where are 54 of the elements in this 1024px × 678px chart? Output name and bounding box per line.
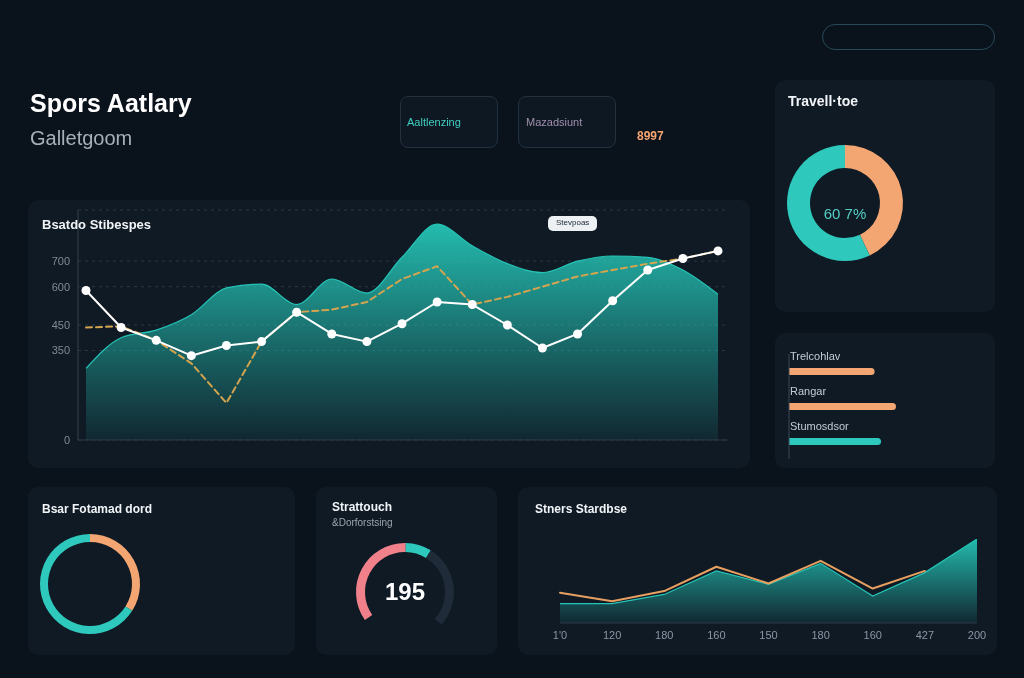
point (537, 343, 547, 353)
x-tick-label: 427 (915, 628, 935, 641)
point (292, 307, 302, 317)
x-tick-label: 180 (655, 628, 674, 641)
donut-slice (90, 534, 140, 611)
point (221, 340, 231, 350)
point (151, 335, 161, 345)
x-tick-label: 1'0 (552, 628, 568, 641)
text: 8997 (637, 129, 664, 144)
x-tick-label: 160 (707, 628, 726, 641)
y-tick-label: Stumosdsor (790, 419, 850, 432)
point (432, 297, 442, 307)
text: Spors Aatlary (30, 89, 192, 118)
y-tick-label: Trelcohlav (790, 349, 841, 362)
donut-slice (787, 145, 870, 261)
chart-title: Travell·toe (788, 93, 859, 109)
x-tick-label: 180 (811, 628, 830, 641)
point (573, 329, 583, 339)
y-tick-label: 700 (51, 255, 70, 268)
donut-slice (40, 534, 133, 634)
annotation: Stevpoas (548, 216, 598, 231)
text: Mazadsiunt (526, 116, 583, 129)
point (186, 351, 196, 361)
y-tick-label: 350 (51, 344, 70, 357)
text: 60 7% (823, 205, 867, 223)
x-tick-label: 160 (863, 628, 882, 641)
point (502, 320, 512, 330)
y-tick-label: 600 (51, 280, 70, 293)
text: Galletgoom (30, 127, 133, 149)
text: 195 (384, 578, 426, 606)
text: Aaltlenzing (407, 116, 461, 129)
point (116, 323, 126, 333)
y-tick-label: Rangar (790, 384, 827, 397)
point (257, 337, 267, 347)
chart-title: Strattouch (332, 500, 392, 514)
point (362, 337, 372, 347)
point (643, 265, 653, 275)
point (397, 319, 407, 329)
point (713, 246, 723, 256)
text: Bsatdo Stibespes (42, 217, 152, 232)
point (327, 329, 337, 339)
x-tick-label: 120 (602, 628, 622, 641)
point (608, 296, 618, 306)
chart-subtitle: &Dorforstsing (332, 517, 393, 528)
x-tick-label: 200 (967, 628, 987, 641)
x-tick-label: 150 (759, 628, 778, 641)
chart-title: Bsar Fotamad dord (42, 502, 153, 516)
y-tick-label: 450 (51, 318, 70, 331)
y-tick-label: 0 (63, 433, 70, 446)
point (81, 286, 91, 295)
point (467, 300, 477, 310)
donut-slice (845, 145, 903, 256)
point (678, 254, 688, 264)
chart-title: Stners Stardbse (535, 502, 628, 516)
